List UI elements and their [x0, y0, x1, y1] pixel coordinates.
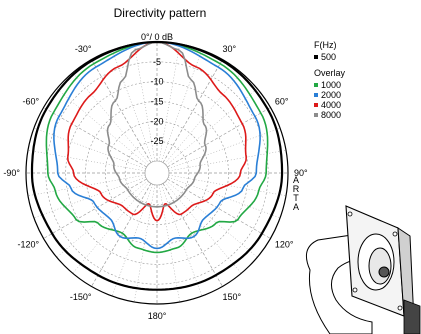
- legend-item-1000: 1000: [314, 80, 345, 90]
- chart-title: Directivity pattern: [113, 6, 207, 20]
- grid-ring: [124, 140, 190, 206]
- watermark-letter: T: [293, 193, 299, 203]
- angle-label: -120°: [18, 240, 40, 250]
- speaker-dust-cap: [378, 266, 390, 278]
- angle-label: -90°: [3, 168, 20, 178]
- angle-label: -150°: [70, 292, 92, 302]
- legend-swatch: [314, 113, 318, 117]
- grid-spoke: [27, 174, 146, 196]
- grid-spoke: [111, 49, 154, 162]
- speaker-magnet: [403, 299, 421, 334]
- angle-label: 180°: [148, 311, 167, 321]
- series-2000-line: [53, 41, 261, 250]
- radial-tick-label: -15: [150, 97, 163, 107]
- grid-spoke: [33, 176, 146, 219]
- top-label: 0°/ 0 dB: [141, 32, 173, 42]
- polar-curves: [30, 40, 284, 291]
- radial-tick-label: -5: [153, 57, 161, 67]
- radial-tick-label: -20: [150, 116, 163, 126]
- legend-swatch: [314, 103, 318, 107]
- legend-swatch: [314, 93, 318, 97]
- legend-item-8000: 8000: [314, 110, 345, 120]
- grid-spoke: [162, 59, 223, 163]
- angle-label: 120°: [275, 240, 294, 250]
- center-ring: [144, 160, 170, 186]
- legend-header: F(Hz): [314, 40, 337, 50]
- grid-spoke: [162, 183, 223, 287]
- angle-label: 30°: [223, 44, 237, 54]
- radial-tick-label: -25: [150, 136, 163, 146]
- angle-label: 90°: [294, 168, 308, 178]
- speaker-cone-inner: [368, 247, 392, 285]
- grid-spoke: [168, 176, 281, 219]
- legend-label: 2000: [321, 90, 342, 100]
- legend-swatch: [314, 55, 318, 59]
- legend: F(Hz) 500 Overlay 1000 2000 4000 8000: [314, 40, 345, 120]
- series-1000-line: [45, 41, 269, 254]
- legend-label: 500: [321, 52, 337, 62]
- angle-label: 150°: [223, 292, 242, 302]
- grid-spoke: [134, 184, 156, 303]
- grid-ring: [45, 61, 269, 285]
- grid-spoke: [164, 182, 242, 274]
- grid-spoke: [168, 127, 281, 170]
- grid-spoke: [56, 88, 148, 166]
- legend-label: 4000: [321, 100, 342, 110]
- grid-spoke: [134, 43, 156, 162]
- angle-label: 60°: [275, 97, 289, 107]
- grid-spoke: [72, 182, 150, 274]
- grid-spoke: [111, 184, 154, 297]
- grid-spoke: [33, 127, 146, 170]
- grid-ring: [65, 81, 249, 265]
- angle-label: -30°: [75, 44, 92, 54]
- legend-overlay-label: Overlay: [314, 68, 346, 78]
- mounting-hole: [347, 211, 353, 217]
- legend-item-500: 500: [314, 52, 345, 62]
- legend-item-2000: 2000: [314, 90, 345, 100]
- legend-label: 8000: [321, 110, 342, 120]
- grid-spoke: [166, 180, 258, 258]
- legend-label: 1000: [321, 80, 342, 90]
- grid-spoke: [43, 178, 147, 239]
- grid-spoke: [56, 180, 148, 258]
- mounting-hole: [397, 305, 403, 311]
- grid-ring: [85, 101, 229, 245]
- grid-spoke: [160, 184, 203, 297]
- series-4000-line: [67, 41, 247, 222]
- watermark-letter: A: [292, 202, 299, 212]
- loudspeaker-illustration: [305, 205, 421, 334]
- series-500-line: [30, 40, 284, 291]
- watermark-letter: R: [292, 184, 300, 194]
- radial-tick-label: -10: [150, 77, 163, 87]
- legend-swatch: [314, 83, 318, 87]
- grid-spoke: [164, 72, 242, 164]
- grid-spoke: [166, 88, 258, 166]
- grid-spoke: [168, 174, 287, 196]
- watermark-letter: A: [292, 175, 299, 185]
- grid-spoke: [158, 43, 180, 162]
- mounting-hole: [392, 231, 398, 237]
- grid-spoke: [91, 59, 152, 163]
- polar-labels: 0°/ 0 dB -5 -10 -15 -20 -25 -30° 30° -60° 60° -90°…: [3, 32, 308, 321]
- grid-spoke: [160, 49, 203, 162]
- grid-spoke: [72, 72, 150, 164]
- angle-label: -60°: [23, 97, 40, 107]
- mounting-hole: [352, 287, 358, 293]
- grid-spoke: [158, 184, 180, 303]
- series-8000-line: [106, 41, 208, 208]
- grid-ring: [105, 121, 209, 225]
- legend-item-4000: 4000: [314, 100, 345, 110]
